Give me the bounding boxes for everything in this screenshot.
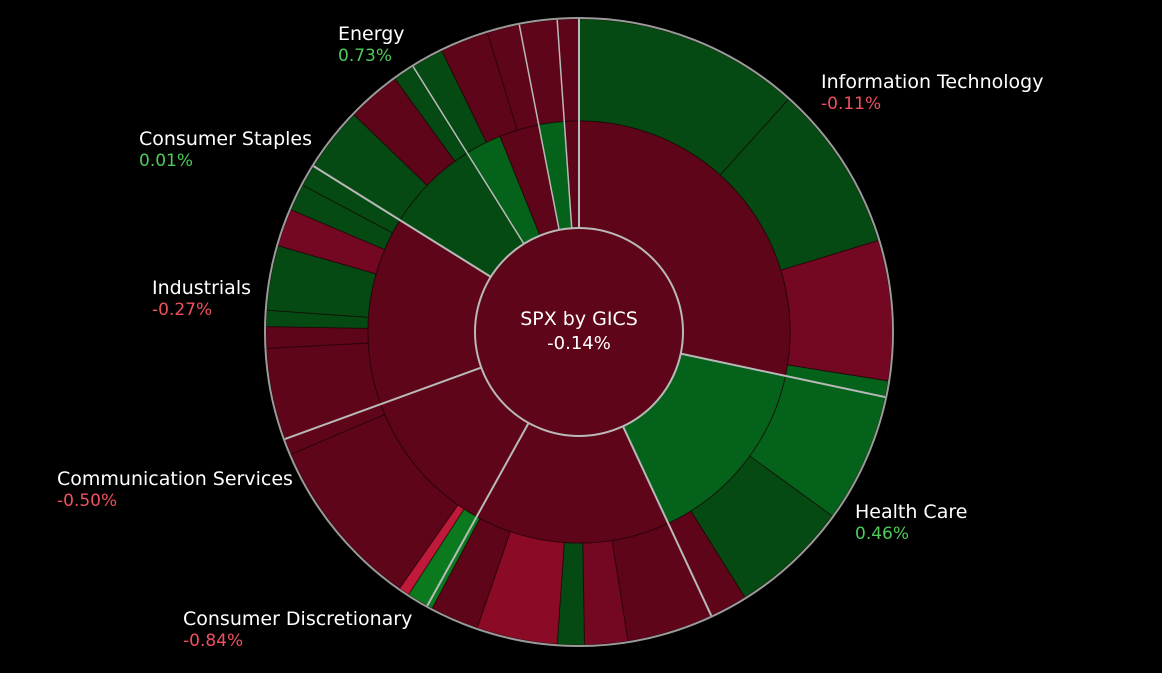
center-change: -0.14% bbox=[547, 333, 611, 354]
sector-change-label: -0.27% bbox=[152, 300, 212, 320]
sector-label-communication-services: Communication Services -0.50% bbox=[57, 468, 293, 511]
sector-separator-line bbox=[556, 19, 573, 229]
sector-separator-line bbox=[412, 66, 525, 245]
sector-separator-line bbox=[622, 425, 713, 617]
sector-name-label: Consumer Staples bbox=[139, 128, 312, 150]
sector-name-label: Communication Services bbox=[57, 468, 293, 490]
sunburst-outer-ring bbox=[265, 18, 893, 646]
sector-name-label: Industrials bbox=[152, 277, 251, 299]
sector-separator-line bbox=[313, 165, 492, 278]
sector-change-label: -0.50% bbox=[57, 491, 117, 511]
sector-change-label: -0.84% bbox=[183, 631, 243, 651]
sector-change-label: 0.46% bbox=[855, 524, 909, 544]
sector-name-label: Information Technology bbox=[821, 71, 1043, 93]
sector-label-consumer-staples: Consumer Staples 0.01% bbox=[139, 128, 312, 171]
sector-change-label: 0.01% bbox=[139, 151, 193, 171]
sector-name-label: Consumer Discretionary bbox=[183, 608, 412, 630]
sector-change-label: 0.73% bbox=[338, 46, 392, 66]
sector-separator-line bbox=[284, 366, 482, 440]
sector-change-label: -0.11% bbox=[821, 94, 881, 114]
sector-label-information-technology: Information Technology -0.11% bbox=[821, 71, 1043, 114]
sunburst-outer-border bbox=[264, 17, 894, 647]
sector-label-health-care: Health Care 0.46% bbox=[855, 501, 967, 544]
sector-separator-line bbox=[426, 422, 530, 607]
center-title: SPX by GICS bbox=[520, 308, 638, 330]
sector-separator-line bbox=[518, 24, 560, 231]
sector-separator-line bbox=[680, 352, 886, 399]
sector-label-industrials: Industrials -0.27% bbox=[152, 277, 251, 320]
sector-separators bbox=[284, 19, 886, 617]
sector-label-consumer-discretionary: Consumer Discretionary -0.84% bbox=[183, 608, 412, 651]
center-disc[interactable] bbox=[474, 227, 684, 437]
sector-name-label: Energy bbox=[338, 23, 405, 45]
sunburst-middle-ring bbox=[367, 120, 791, 544]
sector-label-energy: Energy 0.73% bbox=[338, 23, 405, 66]
sector-name-label: Health Care bbox=[855, 501, 967, 523]
